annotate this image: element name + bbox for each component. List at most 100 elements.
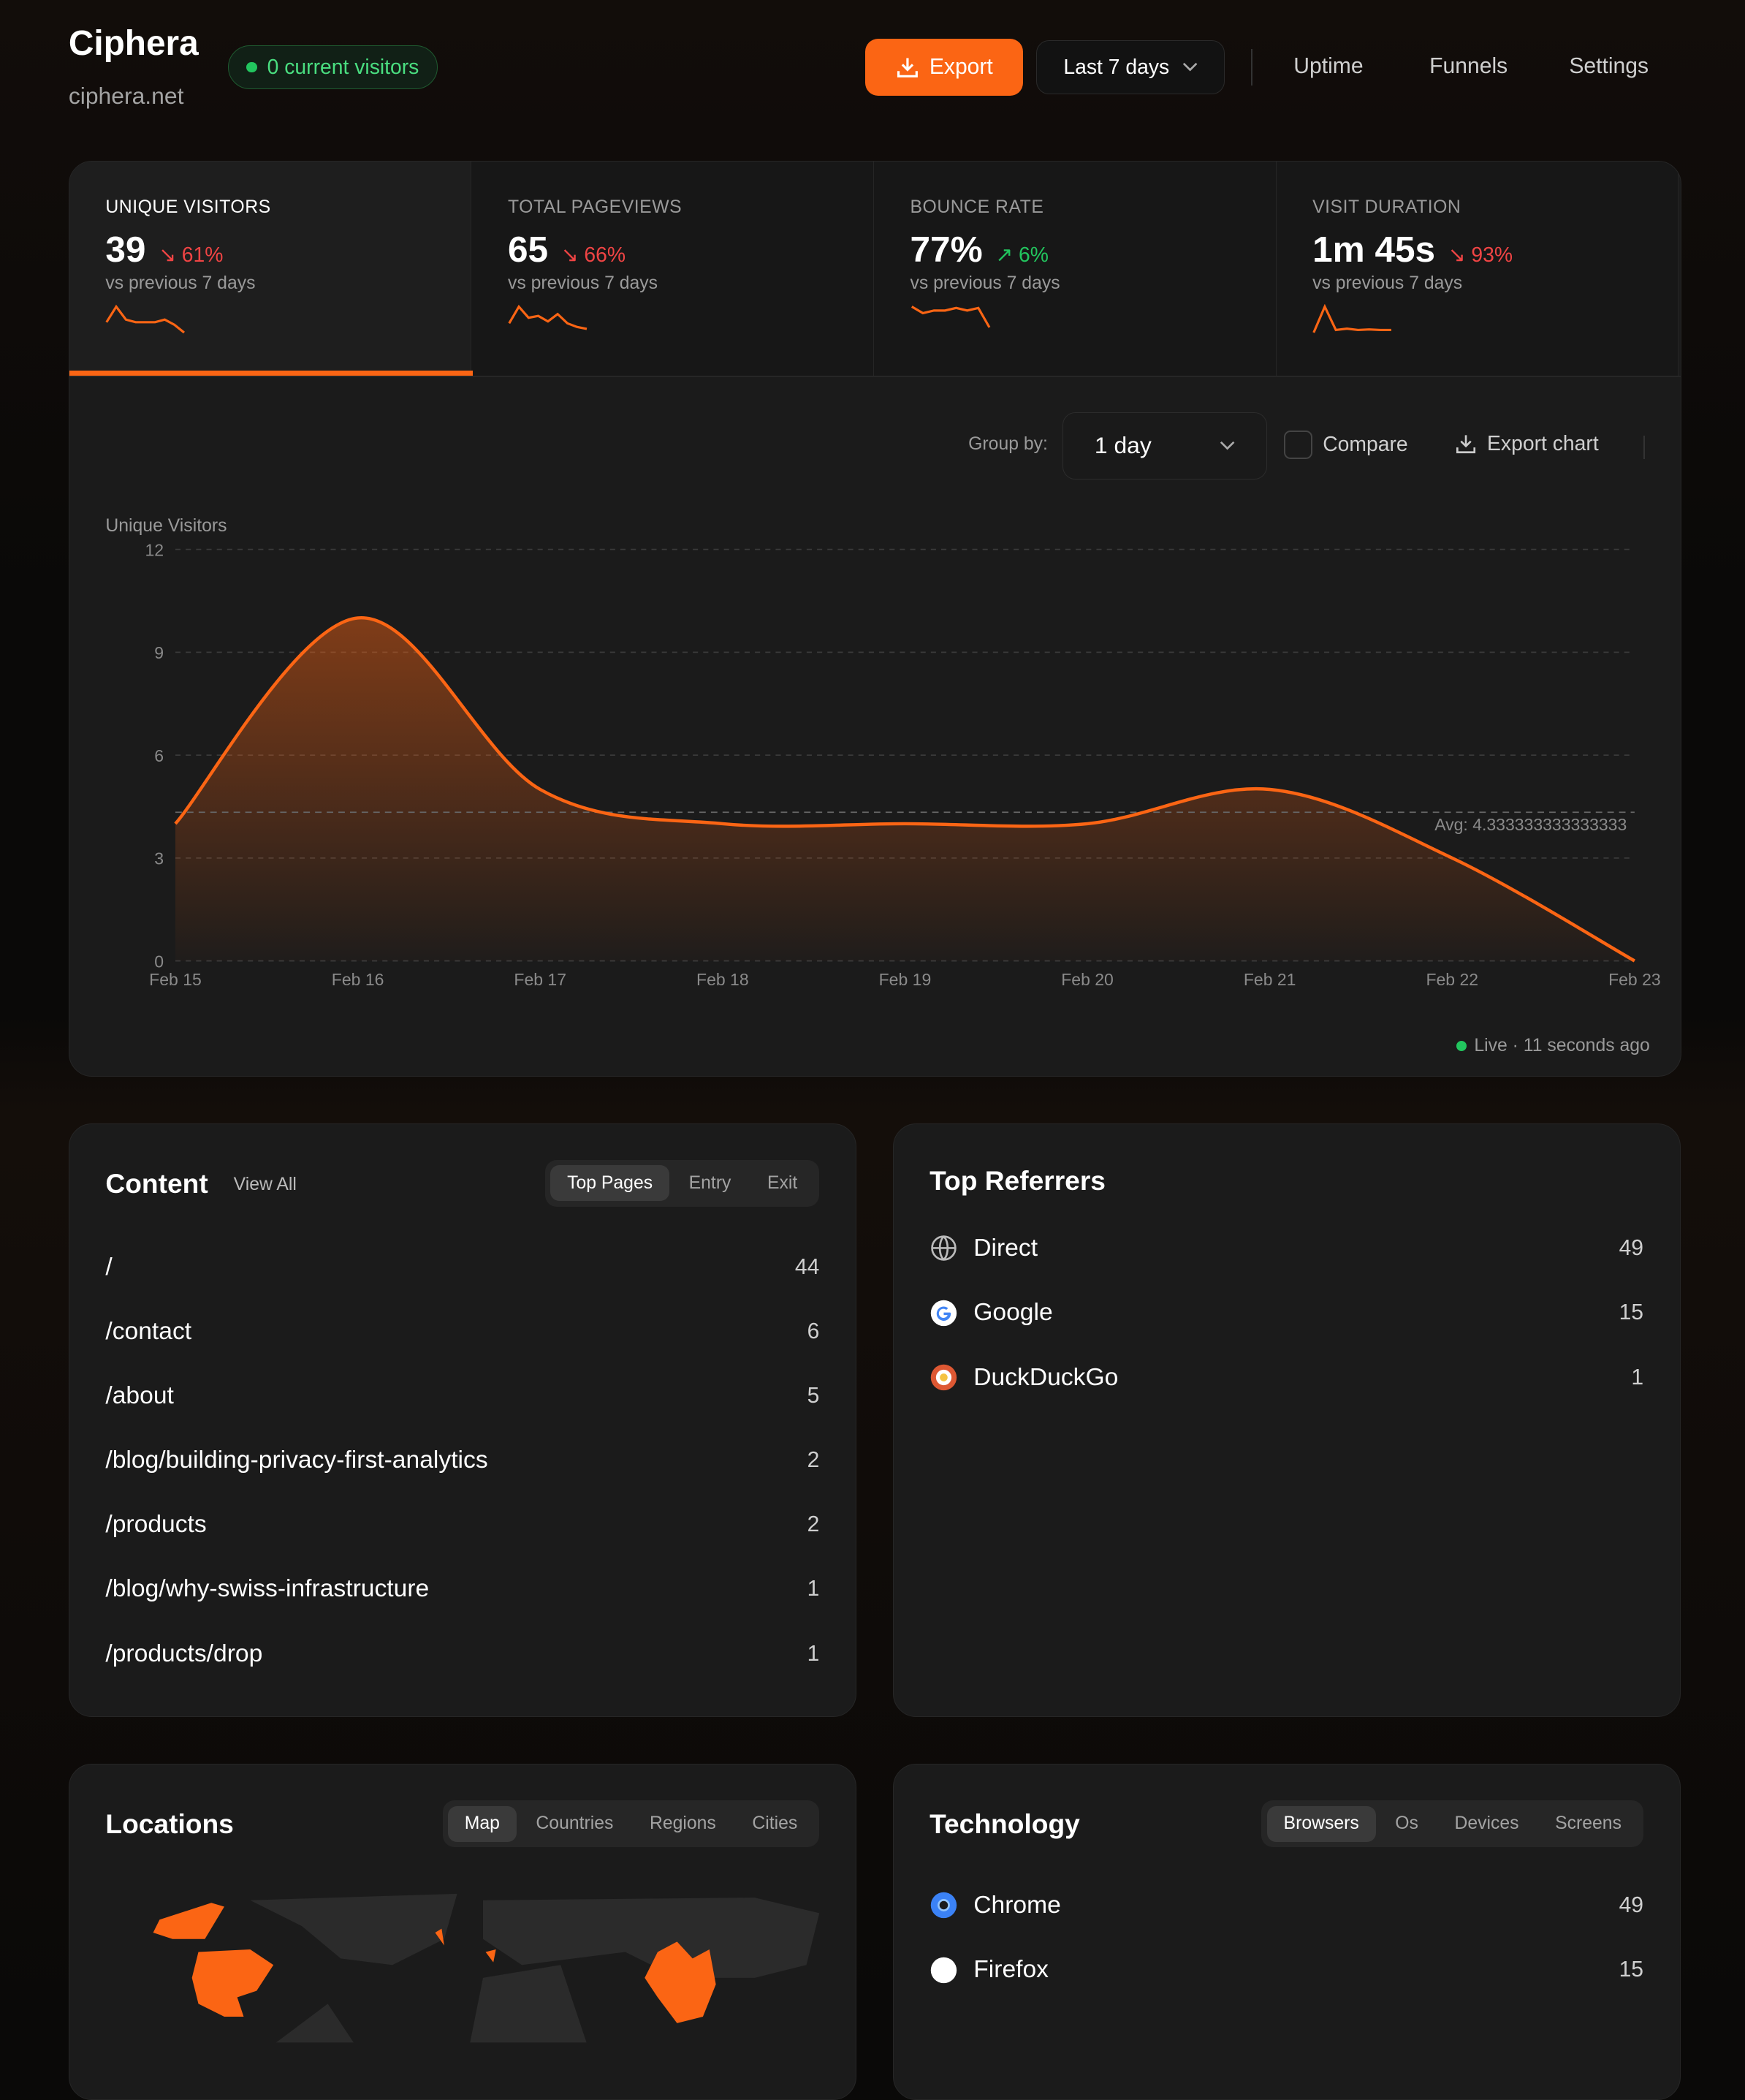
y-tick-label: 0 <box>154 952 164 971</box>
site-domain: ciphera.net <box>68 83 184 110</box>
export-label: Export <box>929 55 993 80</box>
page-count: 5 <box>807 1383 820 1408</box>
group-by-select[interactable]: 1 day <box>1062 412 1268 479</box>
chevron-down-icon <box>1182 62 1198 72</box>
locations-title: Locations <box>105 1808 234 1840</box>
stat-comparison: vs previous 7 days <box>507 273 658 293</box>
stat-value: 1m 45s <box>1312 229 1436 270</box>
row-name: DuckDuckGo <box>973 1363 1119 1391</box>
content-row[interactable]: /products/drop 1 <box>105 1640 819 1668</box>
tab-os[interactable]: Os <box>1395 1813 1418 1834</box>
technology-title: Technology <box>929 1808 1080 1840</box>
page-count: 2 <box>807 1448 820 1473</box>
referrers-row[interactable]: Google 15 <box>929 1299 1643 1327</box>
tab-map[interactable]: Map <box>447 1805 517 1842</box>
referrers-row[interactable]: Direct 49 <box>929 1234 1643 1262</box>
map-country-europe <box>435 1928 496 1963</box>
stat-tab-visit-duration[interactable]: VISIT DURATION 1m 45s ↘ 93% vs previous 7… <box>1276 161 1679 376</box>
nav-uptime[interactable]: Uptime <box>1293 54 1364 79</box>
y-tick-label: 12 <box>145 540 164 559</box>
stat-tab-total-pageviews[interactable]: TOTAL PAGEVIEWS 65 ↘ 66% vs previous 7 da… <box>471 161 874 376</box>
stat-label: TOTAL PAGEVIEWS <box>507 197 683 218</box>
row-count: 15 <box>1619 1300 1644 1325</box>
tab-screens[interactable]: Screens <box>1555 1813 1622 1834</box>
divider <box>1250 49 1252 86</box>
tab-cities[interactable]: Cities <box>752 1813 798 1834</box>
compare-checkbox[interactable]: Compare <box>1284 430 1408 459</box>
chart-area <box>175 618 1635 961</box>
technology-tabs: Browsers Os Devices Screens <box>1261 1800 1644 1847</box>
content-row[interactable]: /blog/why-swiss-infrastructure 1 <box>105 1575 819 1603</box>
x-tick-label: Feb 20 <box>1061 970 1114 989</box>
stat-change: ↗ 6% <box>995 243 1049 268</box>
chart-line <box>174 616 1635 963</box>
row-count: 49 <box>1619 1235 1644 1260</box>
row-name: Chrome <box>973 1891 1061 1919</box>
tab-devices[interactable]: Devices <box>1454 1813 1519 1834</box>
stat-change-value: 93% <box>1471 243 1513 268</box>
technology-panel: Technology Browsers Os Devices Screens Chro… <box>892 1763 1681 2100</box>
content-row[interactable]: /contact 6 <box>105 1318 819 1346</box>
current-visitors-badge: 0 current visitors <box>227 45 438 90</box>
live-status-text: Live · 11 seconds ago <box>1474 1036 1650 1056</box>
download-icon <box>1456 435 1475 454</box>
visitors-chart: 0 3 6 9 12 Feb 15 Feb 16 Feb 17 Feb 18 Feb 19 Feb … <box>145 540 1660 989</box>
stat-tab-bounce-rate[interactable]: BOUNCE RATE 77% ↗ 6% vs previous 7 days <box>873 161 1277 376</box>
group-by-label: Group by: <box>968 434 1048 455</box>
referrers-row[interactable]: DuckDuckGo 1 <box>929 1363 1643 1392</box>
x-tick-label: Feb 18 <box>696 970 749 989</box>
live-status: Live · 11 seconds ago <box>1456 1036 1650 1056</box>
row-name: Google <box>973 1299 1053 1327</box>
active-tab-indicator <box>69 371 474 376</box>
sparkline <box>508 304 588 330</box>
sparkline-line <box>1312 303 1392 333</box>
nav-funnels[interactable]: Funnels <box>1429 54 1508 79</box>
page-path: /products <box>105 1511 207 1539</box>
date-range-value: Last 7 days <box>1063 55 1170 79</box>
technology-row[interactable]: Firefox 15 <box>929 1956 1643 1985</box>
referrers-title: Top Referrers <box>929 1165 1106 1197</box>
export-chart-button[interactable]: Export chart <box>1455 432 1599 456</box>
divider <box>1643 435 1646 459</box>
row-count: 49 <box>1619 1892 1644 1917</box>
x-tick-label: Feb 22 <box>1426 970 1478 989</box>
content-title: Content <box>105 1167 208 1199</box>
stat-tab-unique-visitors[interactable]: UNIQUE VISITORS 39 ↘ 61% vs previous 7 da… <box>69 161 472 376</box>
map-region-south-america <box>276 2004 354 2043</box>
tab-regions[interactable]: Regions <box>649 1813 716 1834</box>
content-row[interactable]: /products 2 <box>105 1511 819 1539</box>
content-row[interactable]: /about 5 <box>105 1382 819 1410</box>
content-row[interactable]: /blog/building-privacy-first-analytics 2 <box>105 1447 819 1474</box>
export-button[interactable]: Export <box>865 39 1024 96</box>
nav-settings[interactable]: Settings <box>1569 54 1649 79</box>
row-count: 15 <box>1619 1957 1644 1982</box>
view-all-link[interactable]: View All <box>233 1174 297 1194</box>
google-icon <box>930 1300 957 1326</box>
stat-change: ↘ 61% <box>159 243 223 268</box>
tab-top-pages[interactable]: Top Pages <box>550 1165 670 1202</box>
page-path: /contact <box>105 1317 192 1345</box>
tab-countries[interactable]: Countries <box>536 1813 614 1834</box>
x-tick-label: Feb 16 <box>332 970 384 989</box>
live-dot-icon <box>246 61 257 73</box>
stat-change-value: 66% <box>584 243 626 268</box>
date-range-select[interactable]: Last 7 days <box>1036 39 1225 95</box>
chrome-icon <box>930 1892 957 1919</box>
avg-label: Avg: 4.333333333333333 <box>1434 815 1627 834</box>
trend-down-icon: ↘ <box>560 243 579 268</box>
row-name: Firefox <box>973 1956 1049 1984</box>
tab-entry[interactable]: Entry <box>688 1172 731 1193</box>
stat-change: ↘ 66% <box>561 243 626 268</box>
tab-exit[interactable]: Exit <box>767 1172 798 1193</box>
stat-value: 39 <box>105 229 146 270</box>
stat-change-value: 61% <box>181 243 224 268</box>
row-count: 1 <box>1631 1365 1644 1390</box>
sparkline <box>1312 303 1392 333</box>
locations-tabs: Map Countries Regions Cities <box>442 1800 820 1847</box>
x-tick-label: Feb 19 <box>879 970 932 989</box>
tab-browsers[interactable]: Browsers <box>1266 1805 1376 1842</box>
content-row[interactable]: / 44 <box>105 1254 819 1281</box>
trend-down-icon: ↘ <box>159 243 176 268</box>
y-tick-label: 6 <box>154 746 164 765</box>
technology-row[interactable]: Chrome 49 <box>929 1891 1643 1919</box>
